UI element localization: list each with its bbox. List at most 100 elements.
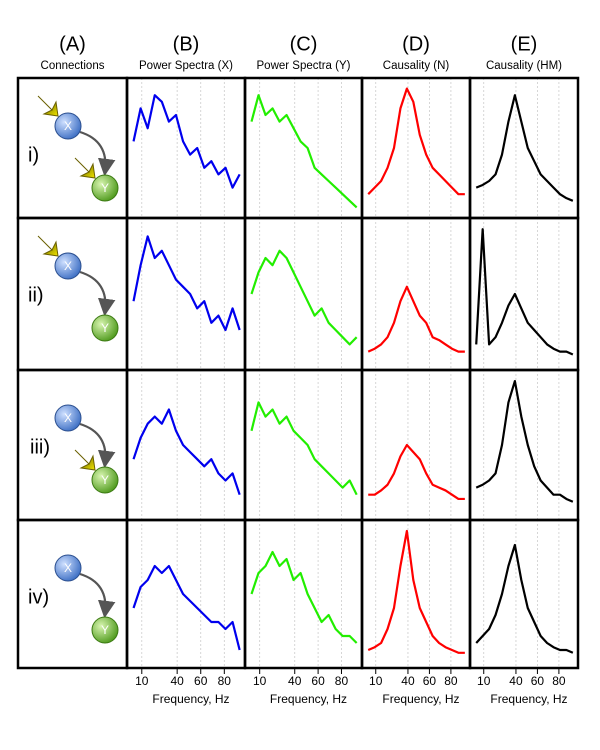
x-tick-label: 10 — [369, 674, 383, 688]
chart — [468, 76, 580, 220]
x-tick-label: 10 — [477, 674, 491, 688]
node-x — [54, 112, 82, 140]
spectrum-line — [132, 408, 241, 496]
chart — [125, 368, 247, 522]
connection-arrow — [79, 572, 116, 619]
node-x — [54, 404, 82, 432]
column-title: Power Spectra (X) — [139, 60, 233, 72]
x-axis-label: Frequency, Hz — [490, 692, 567, 706]
connection-arrow — [79, 422, 116, 469]
x-tick-label: 40 — [401, 674, 415, 688]
spectrum-line — [475, 380, 574, 503]
column-title: Causality (N) — [383, 60, 450, 72]
row-label: iv) — [28, 586, 49, 608]
x-tick-label: 60 — [531, 674, 545, 688]
spectrum-line — [250, 94, 358, 209]
panel-border — [243, 518, 364, 670]
column-letter: (B) — [173, 33, 200, 55]
node-x — [54, 252, 82, 280]
node-y — [91, 466, 119, 494]
panel-border — [468, 368, 580, 522]
x-tick-label: 40 — [288, 674, 302, 688]
chart — [125, 216, 247, 372]
chart — [243, 368, 364, 522]
x-tick-label: 80 — [218, 674, 232, 688]
x-tick-label: 80 — [444, 674, 458, 688]
node-label: X — [64, 561, 72, 575]
panel-border — [243, 368, 364, 522]
chart — [360, 76, 472, 220]
column-letter: (C) — [290, 33, 318, 55]
column-title: Power Spectra (Y) — [257, 60, 351, 72]
spectrum-line — [368, 443, 465, 501]
spectrum-line — [367, 529, 465, 654]
column-letter: (D) — [402, 33, 430, 55]
x-tick-label: 10 — [253, 674, 267, 688]
spectrum-line — [475, 228, 574, 356]
x-tick-label: 80 — [552, 674, 566, 688]
chart: 10 40 60 80 Frequency, Hz — [468, 518, 580, 706]
connection-arrow — [79, 270, 116, 317]
spectrum-line — [367, 285, 465, 353]
node-x — [54, 554, 82, 582]
row-label: i) — [28, 144, 39, 166]
panel-border — [360, 368, 472, 522]
input-arrow — [74, 157, 96, 179]
column-title: Causality (HM) — [486, 60, 562, 72]
spectrum-line — [475, 94, 574, 202]
x-axis-label: Frequency, Hz — [382, 692, 459, 706]
chart — [125, 76, 247, 220]
panel-border — [125, 518, 247, 670]
chart: 10 40 60 80 Frequency, Hz — [125, 518, 247, 706]
node-label: Y — [101, 181, 109, 195]
x-tick-label: 60 — [311, 674, 325, 688]
column-letter: (A) — [59, 33, 86, 55]
panel-border — [468, 76, 580, 220]
spectrum-line — [250, 401, 358, 496]
panel-border — [125, 368, 247, 522]
spectrum-line — [132, 94, 241, 189]
node-label: Y — [101, 623, 109, 637]
node-label: X — [64, 259, 72, 273]
node-y — [91, 616, 119, 644]
spectrum-line — [367, 87, 465, 196]
chart — [243, 216, 364, 372]
row-label: ii) — [28, 284, 44, 306]
x-tick-label: 60 — [194, 674, 208, 688]
spectrum-line — [250, 249, 358, 346]
column-letter: (E) — [511, 33, 538, 55]
node-y — [91, 174, 119, 202]
node-label: Y — [101, 473, 109, 487]
chart: 10 40 60 80 Frequency, Hz — [360, 518, 472, 706]
spectrum-line — [132, 235, 241, 332]
x-tick-label: 40 — [170, 674, 184, 688]
node-label: X — [64, 411, 72, 425]
row-label: iii) — [30, 436, 50, 458]
x-tick-label: 80 — [335, 674, 349, 688]
x-axis-label: Frequency, Hz — [270, 692, 347, 706]
chart — [360, 368, 472, 522]
panel-border — [125, 216, 247, 372]
input-arrow — [37, 95, 59, 117]
chart — [360, 216, 472, 372]
spectrum-line — [132, 564, 241, 651]
column-title: Connections — [41, 60, 105, 72]
panel-border — [360, 76, 472, 220]
x-axis-label: Frequency, Hz — [152, 692, 229, 706]
input-arrow — [74, 449, 96, 471]
node-label: Y — [101, 321, 109, 335]
chart: 10 40 60 80 Frequency, Hz — [243, 518, 364, 706]
spectrum-line — [475, 543, 574, 654]
x-tick-label: 40 — [509, 674, 523, 688]
connection-arrow — [79, 130, 116, 177]
chart — [468, 368, 580, 522]
node-label: X — [64, 119, 72, 133]
chart — [243, 76, 364, 220]
panel-border — [468, 518, 580, 670]
node-y — [91, 314, 119, 342]
x-tick-label: 10 — [135, 674, 149, 688]
x-tick-label: 60 — [423, 674, 437, 688]
spectrum-line — [250, 550, 358, 644]
